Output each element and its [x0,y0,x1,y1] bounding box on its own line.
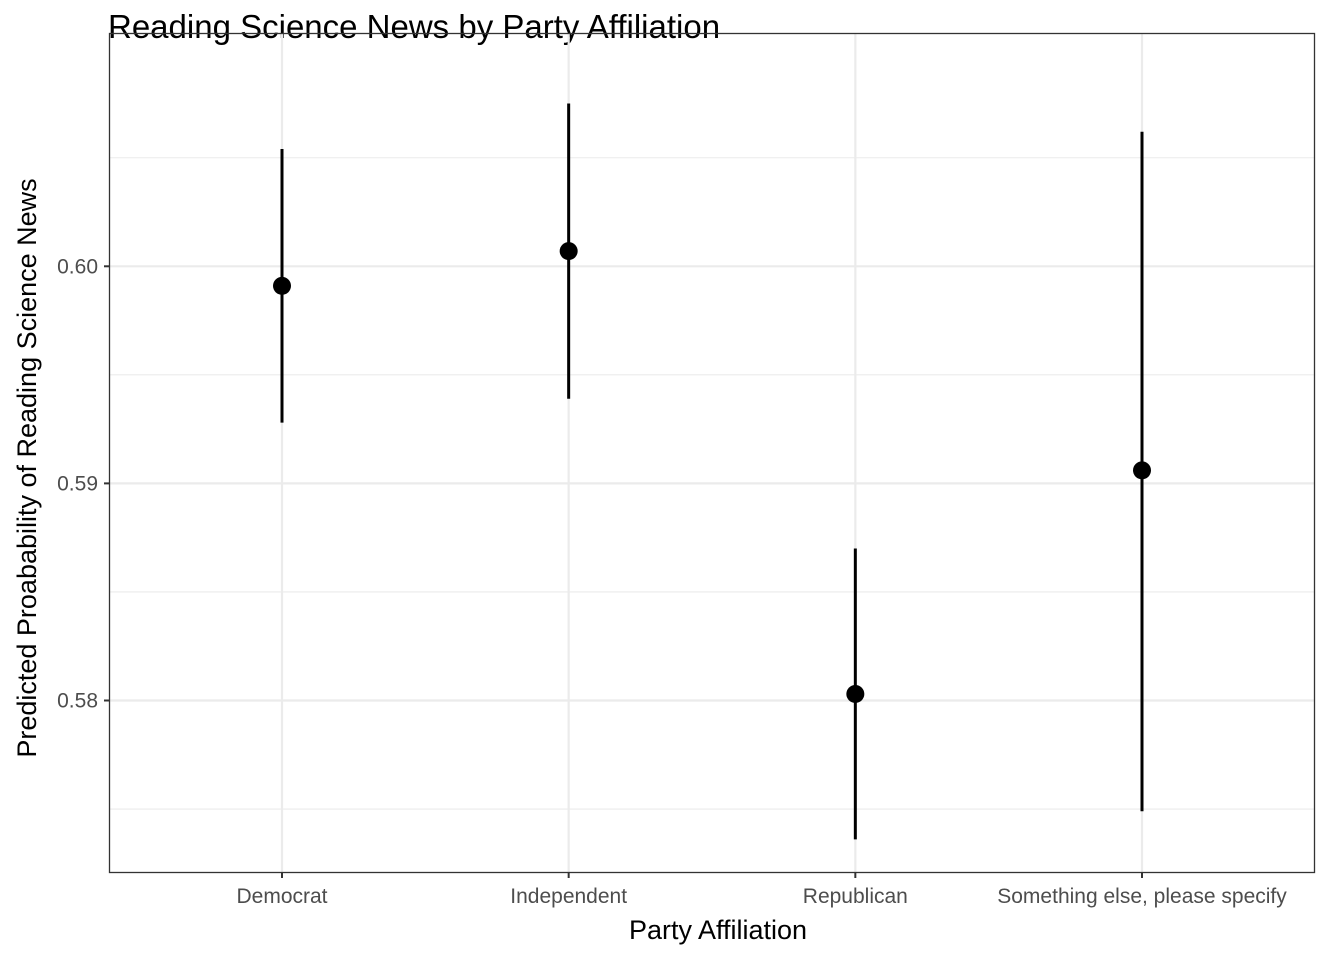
x-axis-title: Party Affiliation [629,915,807,945]
x-tick-label: Something else, please specify [997,885,1287,908]
y-tick-label: 0.58 [57,689,98,712]
data-layer [273,103,1151,840]
x-tick-label: Independent [510,885,627,908]
chart-title: Reading Science News by Party Affiliatio… [108,8,720,45]
panel-border [108,32,1316,874]
data-point [846,684,865,703]
y-tick-label: 0.60 [57,255,98,278]
y-axis-title: Predicted Proabability of Reading Scienc… [12,178,42,757]
data-point [273,276,291,295]
data-point [559,242,578,261]
x-tick-label: Republican [803,885,908,908]
data-point [1133,461,1151,480]
grid-lines [110,34,1314,872]
axes: 0.58 0.59 0.60 Democrat Independent Republica… [57,255,1287,908]
y-tick-label: 0.59 [57,472,98,495]
x-tick-label: Democrat [236,885,327,908]
